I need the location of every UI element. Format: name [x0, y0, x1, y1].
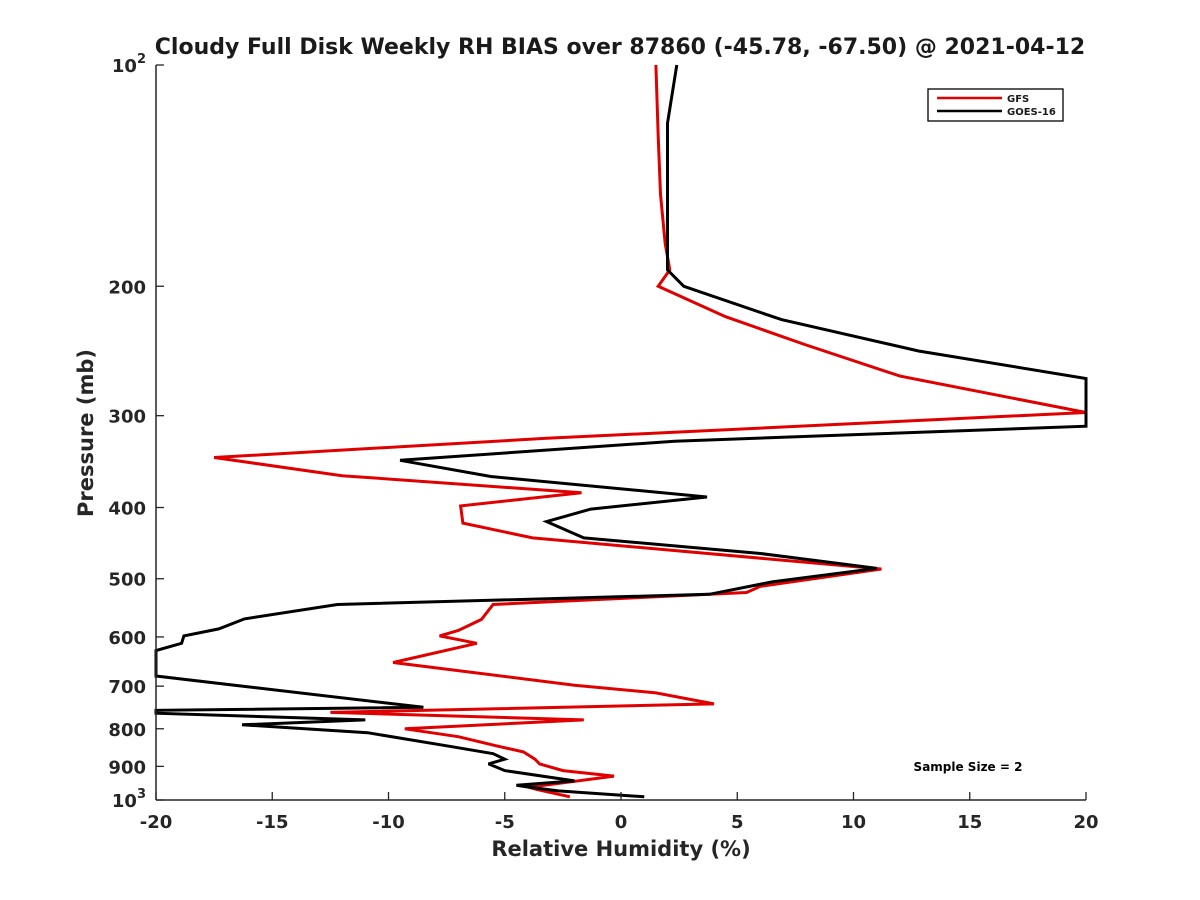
legend: GFS GOES-16 [927, 88, 1064, 122]
sample-size-annotation: Sample Size = 2 [914, 760, 1023, 774]
y-axis-ticks: 102 200 300 400 500 600 700 800 900 103 [108, 52, 164, 812]
x-tick-label: 10 [841, 812, 866, 833]
x-tick-label: -15 [256, 812, 289, 833]
x-tick-label: -5 [495, 812, 515, 833]
y-tick-label: 600 [108, 628, 146, 649]
x-tick-label: 15 [957, 812, 982, 833]
x-tick-label: 0 [615, 812, 628, 833]
x-axis-label: Relative Humidity (%) [491, 837, 750, 861]
legend-label: GOES-16 [1007, 107, 1056, 118]
series-line-gfs [213, 64, 1087, 799]
legend-box [927, 88, 1064, 122]
chart-title: Cloudy Full Disk Weekly RH BIAS over 878… [155, 35, 1085, 60]
y-axis-label: Pressure (mb) [74, 349, 98, 517]
y-tick-label: 102 [112, 52, 146, 77]
y-tick-label: 800 [108, 720, 146, 741]
y-tick-label: 900 [108, 757, 146, 778]
legend-label: GFS [1007, 94, 1029, 105]
y-tick-label: 700 [108, 677, 146, 698]
series-line-goes-16 [154, 64, 1088, 799]
x-tick-label: 20 [1073, 812, 1098, 833]
y-tick-label: 500 [108, 570, 146, 591]
y-tick-label: 300 [108, 407, 146, 428]
series-layer [154, 64, 1088, 799]
y-tick-label: 200 [108, 277, 146, 298]
y-tick-label: 400 [108, 499, 146, 520]
y-tick-label: 103 [112, 787, 146, 812]
x-tick-label: -20 [140, 812, 173, 833]
x-tick-label: -10 [372, 812, 405, 833]
x-axis-ticks: -20 -15 -10 -5 0 5 10 15 20 [140, 792, 1099, 833]
x-tick-label: 5 [731, 812, 744, 833]
